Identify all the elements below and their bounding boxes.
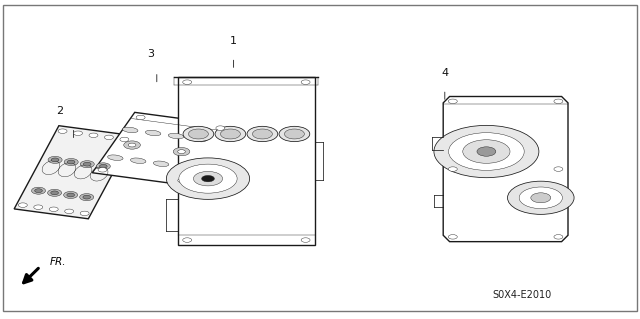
Ellipse shape [191, 136, 207, 142]
Circle shape [252, 129, 273, 139]
Circle shape [80, 161, 94, 168]
Text: FR.: FR. [49, 256, 66, 267]
Circle shape [48, 156, 62, 163]
Circle shape [449, 133, 524, 170]
Circle shape [178, 150, 186, 153]
Polygon shape [14, 126, 133, 219]
Circle shape [128, 143, 136, 147]
Circle shape [64, 159, 78, 166]
Circle shape [67, 160, 75, 164]
Ellipse shape [145, 130, 161, 136]
Circle shape [58, 129, 67, 133]
Text: 1: 1 [230, 36, 237, 46]
Circle shape [99, 164, 107, 168]
Circle shape [83, 162, 91, 166]
Circle shape [554, 167, 563, 171]
Circle shape [183, 238, 192, 242]
Circle shape [434, 125, 539, 178]
Circle shape [80, 211, 89, 216]
Bar [178, 77, 316, 245]
Circle shape [463, 140, 510, 163]
Circle shape [67, 193, 74, 197]
Circle shape [74, 131, 83, 136]
Circle shape [31, 187, 45, 194]
Circle shape [448, 99, 458, 103]
Text: 4: 4 [441, 68, 449, 78]
Circle shape [247, 126, 278, 142]
Circle shape [216, 126, 225, 130]
Circle shape [19, 203, 28, 207]
Circle shape [554, 99, 563, 103]
Circle shape [96, 163, 110, 170]
Polygon shape [92, 112, 230, 186]
Circle shape [301, 80, 310, 84]
Circle shape [65, 209, 74, 213]
Circle shape [531, 193, 551, 203]
Circle shape [279, 126, 310, 142]
Circle shape [508, 181, 574, 214]
Ellipse shape [122, 127, 138, 133]
Circle shape [49, 207, 58, 211]
Circle shape [193, 171, 223, 186]
Circle shape [104, 135, 113, 140]
Circle shape [554, 235, 563, 239]
Circle shape [188, 129, 209, 139]
Circle shape [83, 195, 91, 199]
Circle shape [183, 80, 192, 84]
Circle shape [178, 178, 187, 183]
Circle shape [34, 205, 43, 209]
Circle shape [51, 158, 59, 162]
Circle shape [124, 141, 140, 149]
Polygon shape [443, 96, 568, 242]
Circle shape [173, 147, 190, 156]
Circle shape [166, 158, 250, 199]
Ellipse shape [131, 158, 146, 163]
Circle shape [35, 189, 42, 193]
Circle shape [63, 191, 77, 198]
Circle shape [89, 133, 98, 137]
Circle shape [47, 189, 61, 197]
Circle shape [183, 126, 214, 142]
Circle shape [136, 115, 145, 120]
Circle shape [179, 164, 237, 193]
Circle shape [284, 129, 305, 139]
Circle shape [301, 238, 310, 242]
Circle shape [202, 175, 214, 182]
Circle shape [477, 147, 496, 156]
Ellipse shape [176, 164, 192, 170]
Circle shape [448, 167, 458, 171]
Text: 2: 2 [56, 107, 63, 116]
Ellipse shape [168, 133, 184, 139]
Text: S0X4-E2010: S0X4-E2010 [492, 290, 551, 300]
Circle shape [120, 137, 129, 142]
Circle shape [448, 235, 458, 239]
Ellipse shape [108, 155, 123, 160]
Text: 3: 3 [147, 49, 154, 59]
Circle shape [80, 194, 94, 201]
Ellipse shape [154, 161, 169, 167]
Circle shape [51, 191, 58, 195]
Circle shape [220, 129, 241, 139]
Circle shape [215, 126, 246, 142]
Circle shape [519, 187, 563, 209]
Circle shape [98, 167, 107, 172]
